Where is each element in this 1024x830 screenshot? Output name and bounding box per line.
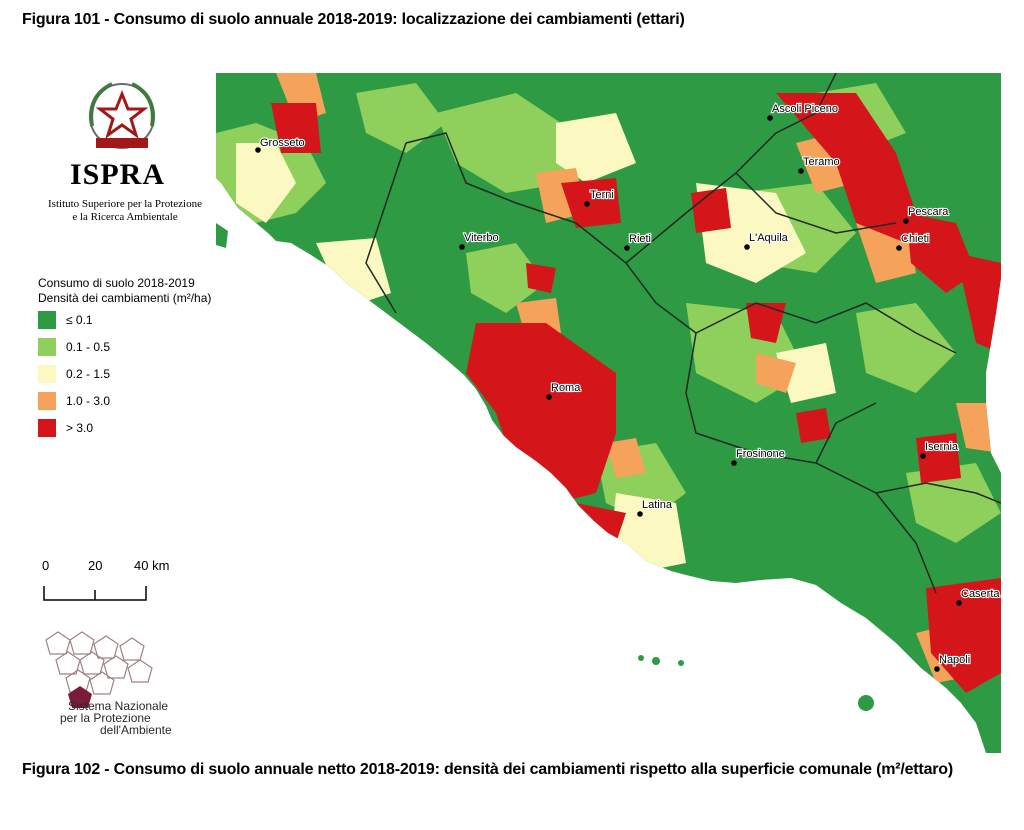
- city-marker: [546, 394, 552, 400]
- legend-swatch: [38, 392, 56, 410]
- city-marker: [903, 218, 909, 224]
- legend-item: 1.0 - 3.0: [38, 391, 110, 411]
- city-label: Pescara: [908, 206, 949, 218]
- city-marker: [956, 600, 962, 606]
- scale-tick-20: 20: [88, 558, 102, 573]
- legend-item: ≤ 0.1: [38, 310, 93, 330]
- snpa-logo-icon: [45, 631, 153, 708]
- legend-label: ≤ 0.1: [66, 313, 93, 327]
- land-consumption-map: Grosseto Terni Viterbo Rieti L'Aquila Ascoli …: [216, 73, 1001, 753]
- city-marker: [459, 244, 465, 250]
- city-label: Caserta: [961, 588, 1000, 600]
- city-marker: [744, 244, 750, 250]
- city-marker: [584, 201, 590, 207]
- city-label: Rieti: [629, 233, 651, 245]
- city-label: Isernia: [925, 441, 959, 453]
- scale-tick-0: 0: [42, 558, 49, 573]
- map-legend: Consumo di suolo 2018-2019 Densità dei c…: [38, 276, 212, 437]
- city-label: Ascoli Piceno: [772, 103, 838, 115]
- legend-swatch: [38, 338, 56, 356]
- figure-102-caption: Figura 102 - Consumo di suolo annuale ne…: [22, 761, 953, 778]
- legend-item: > 3.0: [38, 418, 93, 438]
- legend-item: 0.2 - 1.5: [38, 364, 110, 384]
- city-markers: Grosseto Terni Viterbo Rieti L'Aquila Ascoli …: [255, 102, 1001, 672]
- legend-swatch: [38, 365, 56, 383]
- city-label: Grosseto: [260, 137, 305, 149]
- city-marker: [920, 453, 926, 459]
- figure-101-caption: Figura 101 - Consumo di suolo annuale 20…: [22, 11, 685, 28]
- ispra-subtitle: Istituto Superiore per la Protezione e l…: [40, 198, 210, 224]
- city-label: Teramo: [803, 156, 840, 168]
- legend-label: 0.1 - 0.5: [66, 340, 111, 354]
- ispra-emblem: [89, 82, 155, 149]
- snpa-line3: dell'Ambiente: [100, 723, 172, 737]
- city-label: Terni: [590, 189, 614, 201]
- city-marker: [767, 115, 773, 121]
- city-label: Latina: [642, 499, 673, 511]
- city-marker: [896, 245, 902, 251]
- legend-swatch: [38, 311, 56, 329]
- land-area: [216, 73, 1001, 753]
- city-label: Napoli: [939, 654, 970, 666]
- city-label: Frosinone: [736, 448, 785, 460]
- city-label: L'Aquila: [749, 232, 789, 244]
- province-boundaries: [365, 73, 1001, 594]
- snpa-line1: Sistema Nazionale: [68, 699, 169, 713]
- legend-title: Consumo di suolo 2018-2019: [38, 276, 195, 290]
- ispra-subtitle-line2: e la Ricerca Ambientale: [72, 211, 178, 223]
- ispra-wordmark: ISPRA: [70, 158, 166, 191]
- legend-label: 1.0 - 3.0: [66, 394, 111, 408]
- snpa-text: Sistema Nazionale per la Protezione dell…: [60, 700, 172, 736]
- city-label: Chieti: [901, 233, 929, 245]
- legend-label: > 3.0: [66, 421, 94, 435]
- legend-item: 0.1 - 0.5: [38, 337, 110, 357]
- ispra-subtitle-line1: Istituto Superiore per la Protezione: [48, 198, 202, 210]
- city-marker: [934, 666, 940, 672]
- scale-tick-40: 40 km: [134, 558, 169, 573]
- legend-swatch: [38, 419, 56, 437]
- legend-subtitle: Densità dei cambiamenti (m²/ha): [38, 291, 212, 305]
- city-label: Roma: [551, 382, 581, 394]
- city-marker: [731, 460, 737, 466]
- city-marker: [798, 168, 804, 174]
- city-marker: [255, 147, 261, 153]
- legend-label: 0.2 - 1.5: [66, 367, 111, 381]
- islands: [216, 223, 874, 711]
- city-marker: [637, 511, 643, 517]
- snpa-line2: per la Protezione: [60, 711, 151, 725]
- city-label: Viterbo: [464, 232, 499, 244]
- city-marker: [624, 245, 630, 251]
